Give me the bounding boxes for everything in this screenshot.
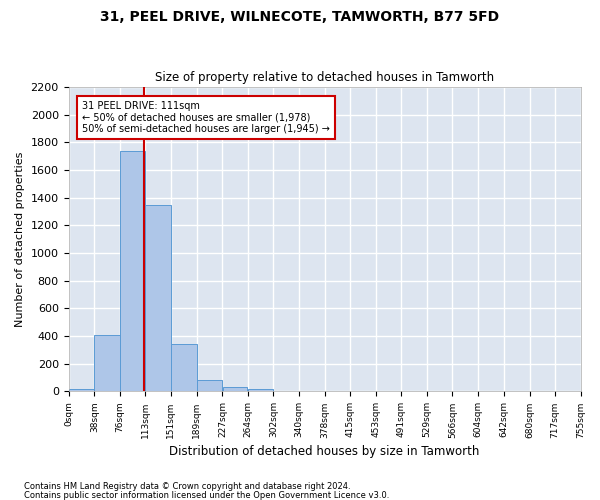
Text: 31, PEEL DRIVE, WILNECOTE, TAMWORTH, B77 5FD: 31, PEEL DRIVE, WILNECOTE, TAMWORTH, B77… (100, 10, 500, 24)
Text: Contains public sector information licensed under the Open Government Licence v3: Contains public sector information licen… (24, 490, 389, 500)
X-axis label: Distribution of detached houses by size in Tamworth: Distribution of detached houses by size … (169, 444, 480, 458)
Bar (94, 334, 120, 392)
Text: Contains HM Land Registry data © Crown copyright and database right 2024.: Contains HM Land Registry data © Crown c… (24, 482, 350, 491)
Title: Size of property relative to detached houses in Tamworth: Size of property relative to detached ho… (155, 72, 494, 85)
Bar (223, 388, 247, 392)
Y-axis label: Number of detached properties: Number of detached properties (15, 152, 25, 327)
Bar (145, 206, 171, 392)
Text: 31 PEEL DRIVE: 111sqm
← 50% of detached houses are smaller (1,978)
50% of semi-d: 31 PEEL DRIVE: 111sqm ← 50% of detached … (82, 101, 330, 134)
Bar (120, 152, 145, 392)
Bar (68, 390, 94, 392)
Bar (248, 388, 273, 392)
Bar (171, 344, 197, 392)
Bar (197, 380, 223, 392)
